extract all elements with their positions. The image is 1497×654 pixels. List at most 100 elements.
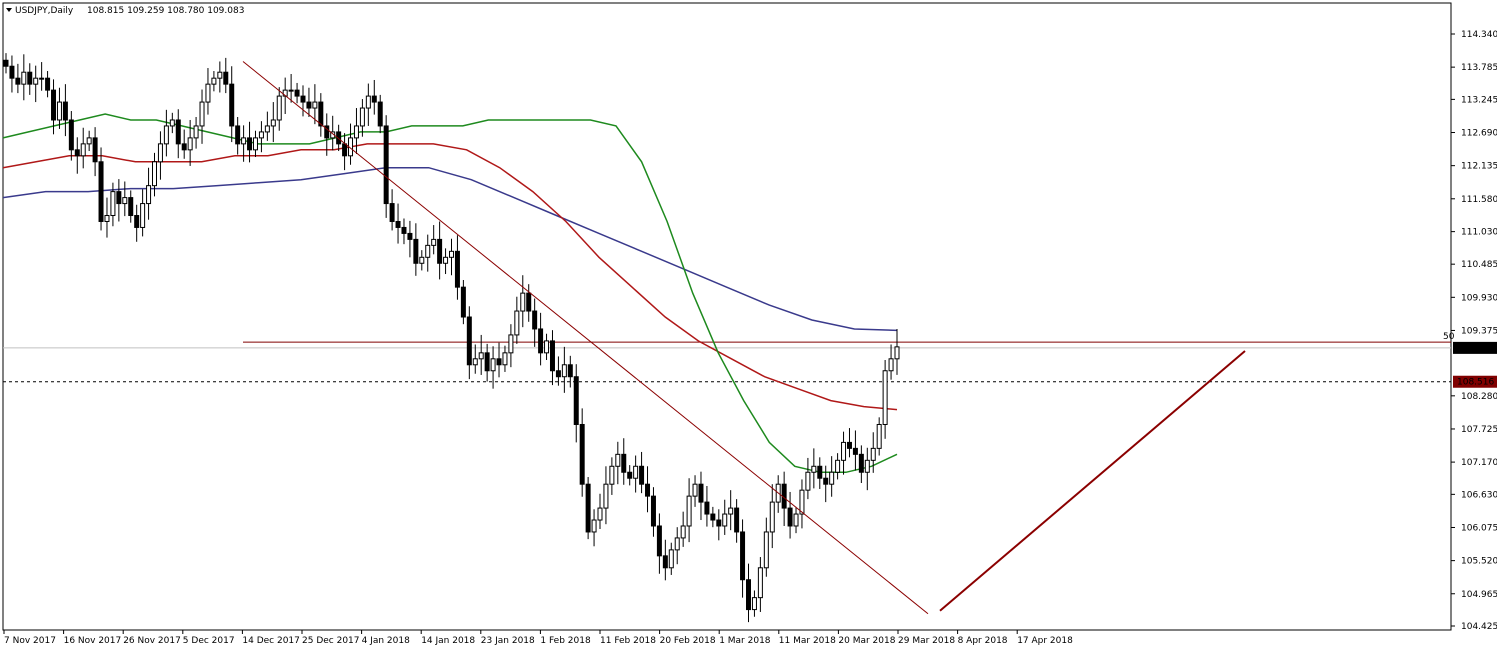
candle-body-bear: [68, 119, 74, 151]
candle: [187, 119, 193, 166]
candle: [383, 115, 389, 218]
candle-body-bull: [276, 95, 282, 121]
candle-body-bull: [365, 95, 371, 109]
candle-body-bear: [639, 465, 645, 485]
candle: [140, 189, 146, 237]
candles-layer: [3, 53, 900, 623]
candle-body-bull: [615, 453, 621, 467]
candle: [460, 279, 466, 325]
candle-body-bear: [532, 310, 538, 330]
candle-body-bull: [33, 77, 39, 85]
candle: [710, 506, 716, 528]
candle: [496, 342, 502, 378]
candle-body-bull: [763, 531, 769, 569]
x-tick-label: 17 Apr 2018: [1017, 636, 1073, 646]
candle-body-bear: [324, 125, 330, 139]
x-tick-label: 11 Feb 2018: [600, 636, 656, 646]
candle: [98, 147, 104, 231]
chart-header: USDJPY,Daily 108.815 109.259 108.780 109…: [6, 6, 244, 16]
downtrend-line[interactable]: [242, 61, 929, 615]
candle-body-bull: [39, 77, 45, 80]
candle: [787, 491, 793, 539]
candle-body-bear: [27, 71, 33, 85]
candle: [193, 116, 199, 149]
candle-body-bull: [490, 358, 496, 372]
candle: [288, 74, 294, 103]
candle-body-bull: [793, 513, 799, 527]
candle: [104, 197, 110, 238]
candle: [407, 220, 413, 258]
candle: [175, 109, 181, 159]
candle: [722, 499, 728, 535]
candle: [371, 79, 377, 115]
candle: [615, 441, 621, 485]
candle-body-bull: [561, 364, 567, 378]
candle-body-bull: [217, 71, 223, 79]
candle: [793, 506, 799, 534]
candle: [264, 111, 270, 141]
candle-body-bull: [603, 483, 609, 509]
candle-body-bull: [187, 137, 193, 151]
candle: [128, 190, 134, 223]
candle-body-bull: [728, 507, 734, 515]
marked-level-tag-bg: [1453, 375, 1497, 388]
candle: [377, 94, 383, 134]
uptrend-line[interactable]: [939, 350, 1246, 612]
x-tick-label: 1 Mar 2018: [719, 636, 771, 646]
candle-body-bull: [431, 238, 437, 246]
candle: [591, 509, 597, 547]
x-axis: 7 Nov 2017 16 Nov 2017 26 Nov 2017 5 Dec 20…: [3, 630, 1073, 646]
symbol-menu-icon[interactable]: [6, 8, 12, 12]
candle: [27, 63, 33, 95]
candle-body-bull: [86, 137, 92, 145]
candle: [692, 475, 698, 507]
candle: [252, 130, 258, 157]
candle: [318, 93, 324, 137]
candle-body-bear: [300, 95, 306, 103]
candle-body-bear: [51, 89, 57, 121]
candle: [698, 471, 704, 521]
candle: [56, 87, 62, 129]
y-tick-label: 106.075: [1461, 523, 1497, 533]
candle-body-bear: [437, 238, 443, 264]
candle-body-bear: [45, 77, 51, 91]
x-tick-label: 14 Jan 2018: [421, 636, 475, 646]
candle: [811, 448, 817, 489]
current-price-tag: 109.083: [1457, 344, 1494, 354]
candle: [389, 189, 395, 231]
candle: [205, 68, 211, 115]
candle: [858, 445, 864, 484]
candle-body-bull: [841, 441, 847, 461]
candle-body-bull: [312, 101, 318, 109]
candle: [526, 284, 532, 322]
candle-body-bull: [508, 334, 514, 354]
candle-body-bear: [656, 525, 662, 557]
candle: [746, 563, 751, 623]
candle-body-bull: [443, 256, 449, 264]
y-axis: 114.340 113.785 113.245 112.690 112.135 111.5…: [1451, 30, 1497, 632]
candle-body-bull: [597, 507, 603, 521]
candle-body-bear: [9, 65, 15, 79]
candle: [92, 127, 98, 177]
candle-body-bull: [692, 483, 698, 497]
candle: [544, 333, 550, 361]
candle-body-bear: [407, 232, 413, 240]
candle: [621, 438, 627, 485]
candle-body-bear: [650, 495, 656, 527]
candle-body-bull: [722, 513, 728, 527]
candle-body-bear: [704, 501, 710, 515]
ma-fast-line: [2, 113, 898, 474]
candle: [181, 129, 187, 159]
candle-body-bull: [864, 459, 870, 473]
candle: [841, 431, 847, 475]
candle-body-bull: [502, 352, 508, 366]
candle: [846, 428, 852, 458]
candle: [169, 112, 175, 134]
candle-body-bear: [716, 519, 722, 527]
candle: [247, 121, 253, 163]
candle: [751, 590, 757, 617]
candle: [668, 542, 674, 575]
candle: [769, 484, 775, 549]
candle: [704, 485, 710, 527]
candle-body-bull: [674, 537, 680, 551]
